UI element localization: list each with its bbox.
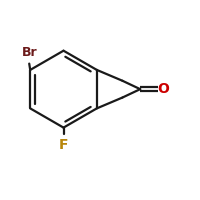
Text: O: O [158, 82, 169, 96]
Text: F: F [59, 138, 68, 152]
Text: Br: Br [21, 46, 37, 59]
